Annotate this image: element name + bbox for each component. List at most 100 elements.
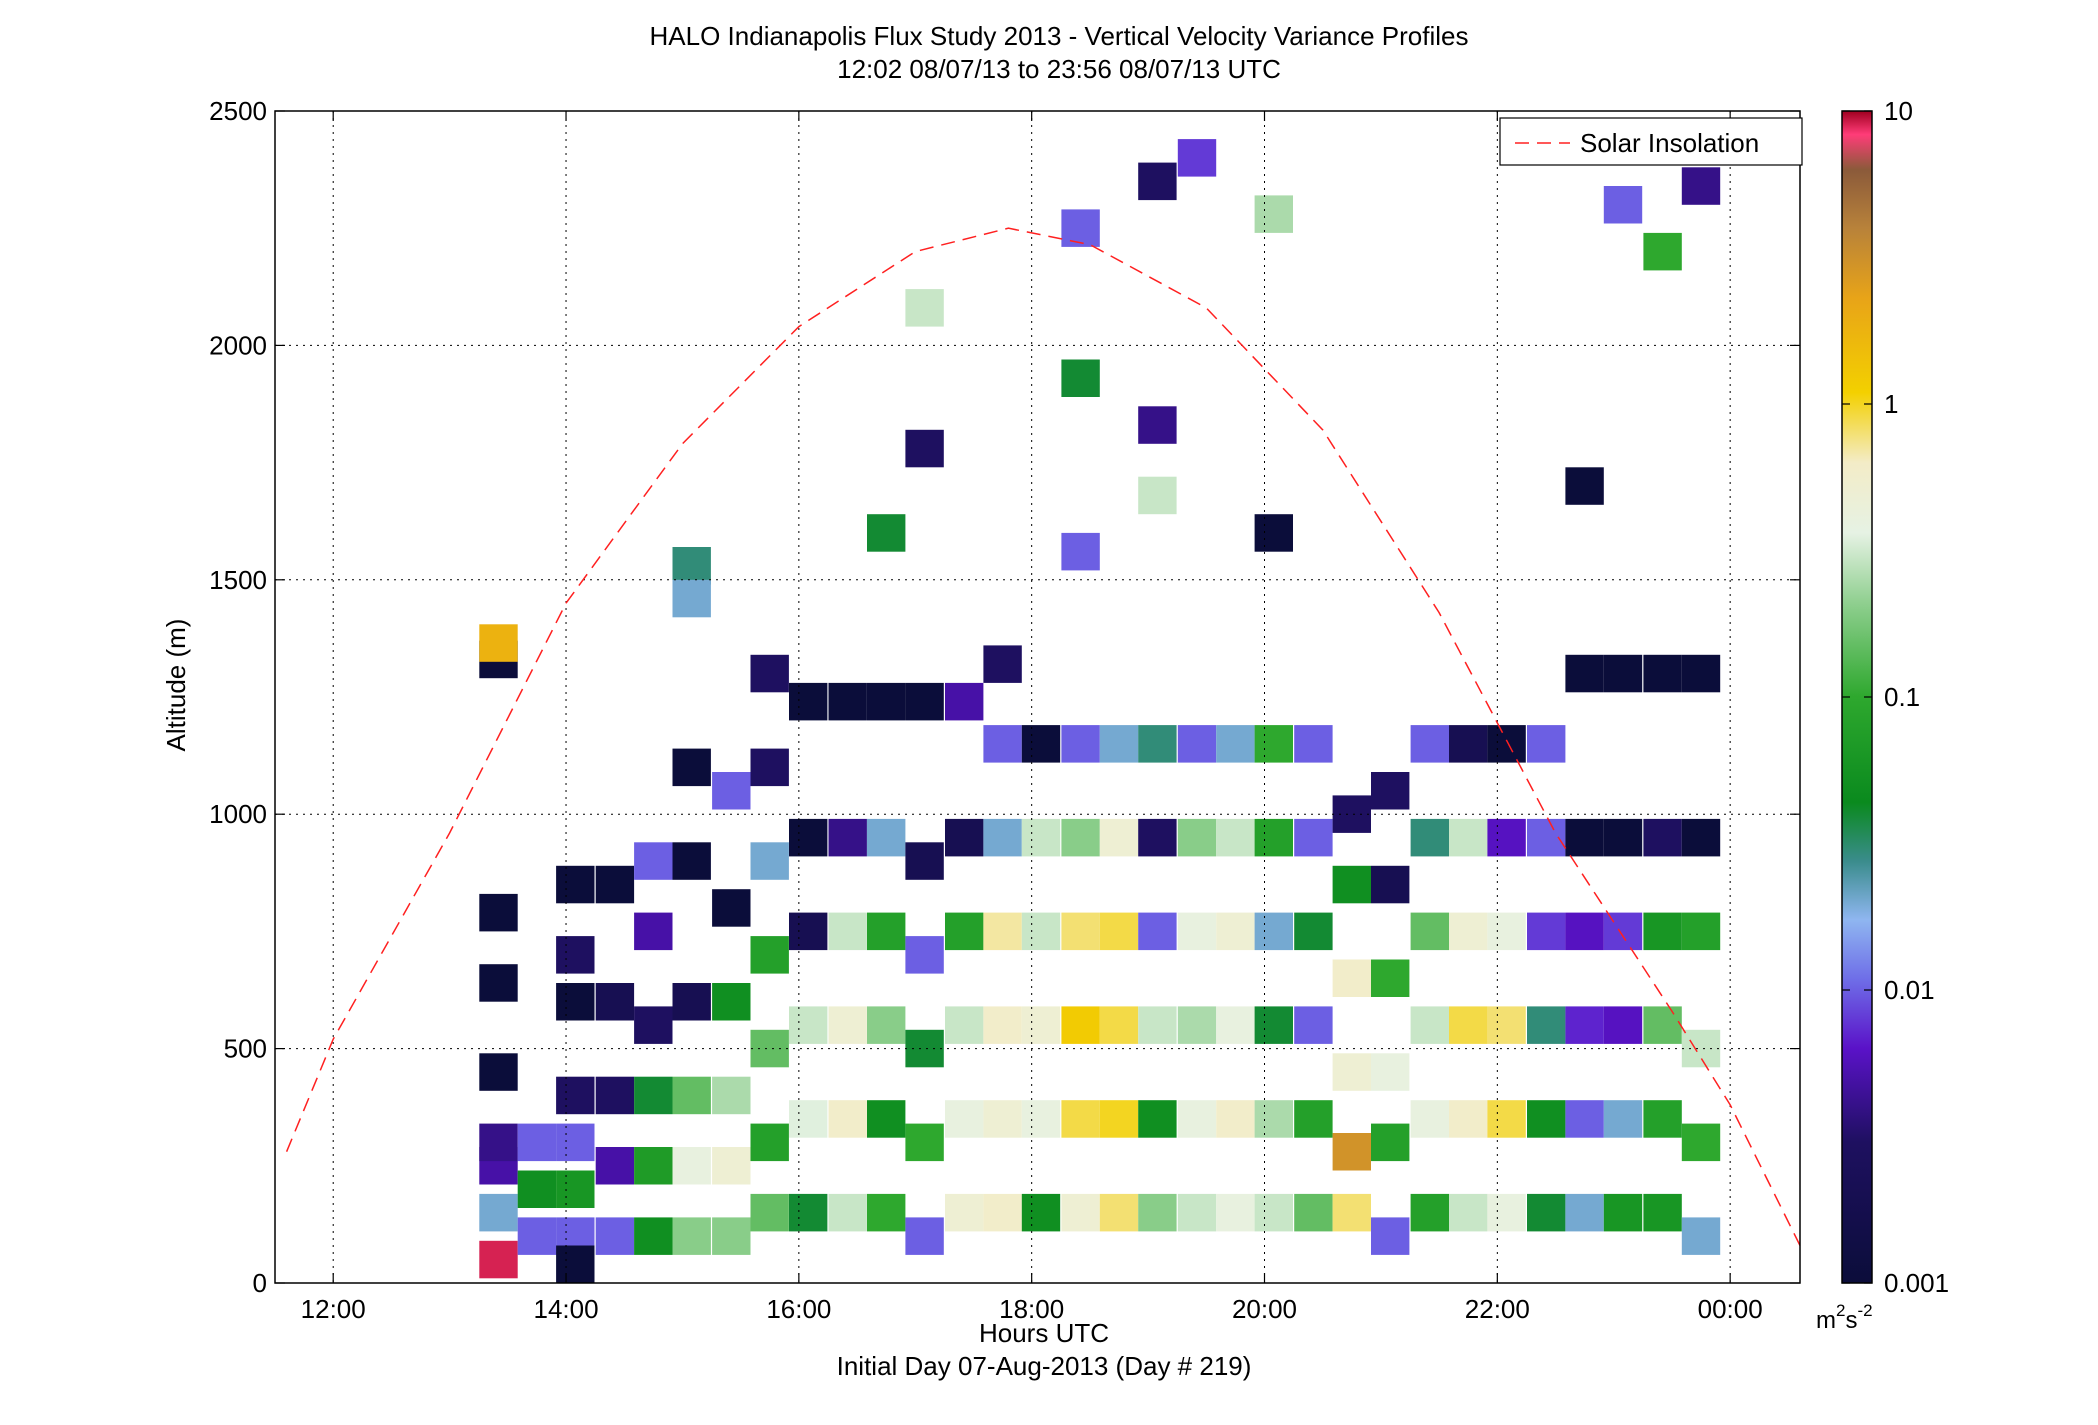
heatmap-cell — [479, 893, 518, 932]
heatmap-cell — [1021, 1100, 1061, 1138]
heatmap-cell — [1099, 818, 1139, 857]
heatmap-cell — [1294, 818, 1333, 857]
heatmap-cell — [905, 1123, 944, 1162]
heatmap-cell — [1177, 725, 1217, 763]
heatmap-cell — [634, 1217, 673, 1255]
colorbar-tick-label: 0.1 — [1884, 682, 1920, 712]
heatmap-cell — [672, 579, 711, 618]
heatmap-cell — [1099, 1100, 1139, 1138]
heatmap-cell — [1643, 654, 1682, 693]
footer-text: Initial Day 07-Aug-2013 (Day # 219) — [837, 1351, 1252, 1381]
colorbar-tick-label: 0.01 — [1884, 975, 1935, 1005]
heatmap-cell — [595, 1076, 635, 1115]
heatmap-cell — [1138, 725, 1177, 763]
heatmap-cell — [1294, 1193, 1333, 1232]
heatmap-cell — [1603, 1006, 1643, 1044]
heatmap-cell — [867, 1100, 906, 1138]
heatmap-cell — [1565, 1100, 1604, 1138]
heatmap-cell — [1254, 514, 1293, 552]
heatmap-cell — [1371, 1053, 1410, 1091]
heatmap-cell — [1061, 725, 1100, 763]
heatmap-cell — [672, 1217, 711, 1255]
heatmap-cell — [1254, 195, 1293, 233]
heatmap-cell — [1603, 912, 1643, 951]
heatmap-cell — [1216, 1006, 1255, 1044]
heatmap-cell — [1332, 959, 1371, 997]
heatmap-cell — [1021, 1193, 1061, 1232]
heatmap-cell — [828, 1100, 867, 1138]
heatmap-cell — [634, 1076, 673, 1115]
heatmap-cell — [750, 842, 789, 880]
heatmap-cell — [1527, 1100, 1566, 1138]
heatmap-cell — [1603, 654, 1643, 693]
x-tick-label: 12:00 — [301, 1294, 366, 1324]
heatmap-cell — [945, 1193, 984, 1232]
heatmap-cell — [1332, 1053, 1371, 1091]
heatmap-cell — [1487, 1193, 1526, 1232]
heatmap-cell — [517, 1217, 557, 1255]
x-axis-label: Hours UTC — [979, 1318, 1109, 1348]
heatmap-cell — [1565, 654, 1604, 693]
heatmap-cell — [1643, 1100, 1682, 1138]
x-tick-label: 14:00 — [533, 1294, 598, 1324]
heatmap-cell — [789, 682, 828, 721]
heatmap-cell — [945, 1006, 984, 1044]
heatmap-cell — [1410, 1100, 1449, 1138]
heatmap-cell — [1138, 476, 1177, 515]
y-tick-label: 1500 — [209, 565, 267, 595]
heatmap-cell — [1487, 1100, 1526, 1138]
heatmap-cell — [1527, 818, 1566, 857]
heatmap-cell — [750, 936, 789, 974]
heatmap-cell — [1332, 1133, 1371, 1171]
heatmap-cell — [1449, 912, 1488, 951]
heatmap-cell — [905, 1217, 944, 1255]
heatmap-cell — [828, 682, 867, 721]
heatmap-cell — [1332, 865, 1371, 904]
heatmap-cell — [1177, 1193, 1217, 1232]
heatmap-cell — [1021, 818, 1061, 857]
heatmap-cell — [1565, 912, 1604, 951]
heatmap-cell — [1410, 725, 1449, 763]
heatmap-cell — [1294, 1006, 1333, 1044]
heatmap-cell — [1177, 1100, 1217, 1138]
y-tick-label: 1000 — [209, 799, 267, 829]
heatmap-cell — [905, 1029, 944, 1068]
heatmap-cell — [672, 842, 711, 880]
heatmap-cell — [634, 1006, 673, 1044]
heatmap-cell — [945, 1100, 984, 1138]
heatmap-cell — [1565, 1006, 1604, 1044]
heatmap-cell — [750, 1123, 789, 1162]
heatmap-cell — [1061, 1193, 1100, 1232]
heatmap-cell — [828, 912, 867, 951]
heatmap-cell — [1138, 818, 1177, 857]
colorbar-tick-label: 1 — [1884, 389, 1898, 419]
heatmap-cell — [1061, 1006, 1100, 1044]
chart-subtitle: 12:02 08/07/13 to 23:56 08/07/13 UTC — [837, 54, 1281, 84]
heatmap-cell — [712, 1076, 751, 1115]
heatmap-cell — [672, 983, 711, 1021]
heatmap-cell — [712, 889, 751, 927]
heatmap-cell — [556, 983, 595, 1021]
heatmap-cell — [1603, 1100, 1643, 1138]
heatmap-cell — [595, 983, 635, 1021]
heatmap-cell — [905, 842, 944, 880]
heatmap-cell — [1527, 1193, 1566, 1232]
heatmap-cell — [1021, 912, 1061, 951]
heatmap-cell — [1487, 818, 1526, 857]
heatmap-cell — [1061, 818, 1100, 857]
heatmap-cell — [789, 1006, 828, 1044]
heatmap-cell — [789, 1100, 828, 1138]
heatmap-cell — [1603, 818, 1643, 857]
heatmap-cell — [1061, 532, 1100, 571]
heatmap-cell — [1371, 865, 1410, 904]
colorbar-tick-label: 10 — [1884, 96, 1913, 126]
heatmap-cell — [1332, 1193, 1371, 1232]
heatmap-cell — [1603, 1193, 1643, 1232]
heatmap-cell — [983, 1193, 1022, 1232]
x-tick-label: 18:00 — [999, 1294, 1064, 1324]
heatmap-cells — [479, 139, 1721, 1283]
heatmap-cell — [1643, 818, 1682, 857]
heatmap-cell — [983, 912, 1022, 951]
heatmap-cell — [712, 772, 751, 810]
heatmap-cell — [1449, 1100, 1488, 1138]
